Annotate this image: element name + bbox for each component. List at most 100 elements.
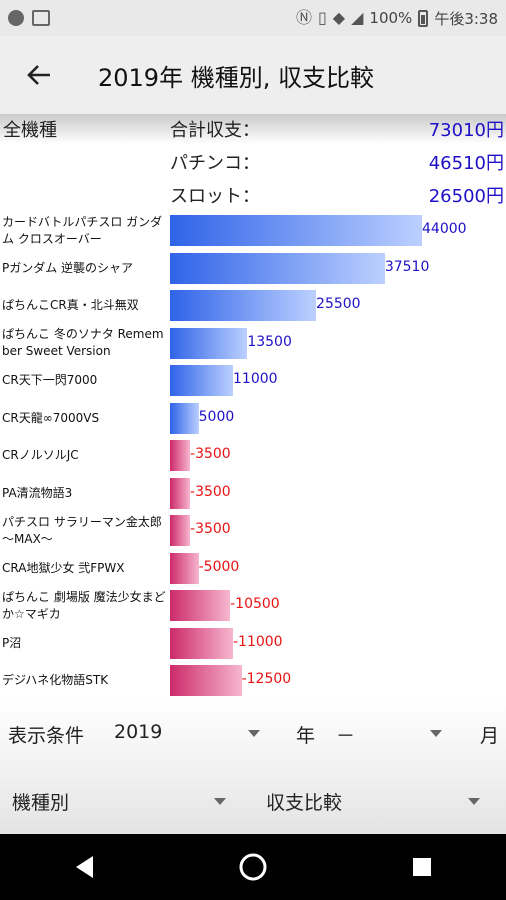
summary-label: 合計収支： [170, 120, 260, 141]
machine-balance-chart[interactable]: カードバトルパチスロ ガンダム クロスオーバー 44000 Pガンダム 逆襲のシャア… [0, 212, 506, 700]
chevron-down-icon [468, 798, 480, 805]
chart-row[interactable]: CRノルソルJC -3500 [0, 437, 506, 474]
category-label: パチスロ サラリーマン金太郎 ～MAX～ [2, 514, 162, 546]
chart-row[interactable]: ぱちんこ 冬のソナタ Remember Sweet Version 13500 [0, 325, 506, 362]
chart-row[interactable]: CR天下一閃7000 11000 [0, 362, 506, 399]
chart-row[interactable]: パチスロ サラリーマン金太郎 ～MAX～ -3500 [0, 512, 506, 549]
arrow-left-icon [27, 65, 50, 85]
filter-row-period: 表示条件 2019 年 － 月 [0, 700, 506, 766]
chart-value-label: 25500 [316, 296, 361, 312]
month-value: － [336, 725, 356, 747]
chart-row[interactable]: カードバトルパチスロ ガンダム クロスオーバー 44000 [0, 212, 506, 249]
chart-value-label: -3500 [190, 483, 231, 500]
notification-circle-icon [8, 10, 24, 26]
chart-value-label: -10500 [230, 596, 280, 612]
filter-panel: 表示条件 2019 年 － 月 機種別 収支比較 [0, 700, 506, 834]
nav-recents-button[interactable] [392, 837, 452, 897]
chart-row[interactable]: CR天龍∞7000VS 5000 [0, 400, 506, 437]
chart-row[interactable]: ぱちんこ 劇場版 魔法少女まどか☆マギカ -10500 [0, 587, 506, 624]
category-label: ぱちんこ 冬のソナタ Remember Sweet Version [2, 327, 164, 358]
group-select[interactable]: 機種別 [0, 774, 240, 824]
chart-value-label: -3500 [190, 521, 231, 537]
condition-label: 表示条件 [8, 725, 85, 747]
chart-value-label: -11000 [233, 633, 283, 650]
status-bar: Ⓝ ▯ ◆ ◢ 100% 午後3:38 [0, 0, 506, 36]
year-value: 2019 [114, 721, 163, 743]
summary-label: パチンコ： [170, 153, 260, 174]
battery-icon [418, 9, 429, 27]
triangle-back-icon [76, 856, 94, 878]
filter-row-mode: 機種別 収支比較 [0, 766, 506, 832]
year-unit: 年 [296, 725, 316, 747]
summary-value: 73010円 [428, 120, 504, 141]
category-label: CRA地獄少女 弐FPWX [2, 560, 125, 575]
summary-value: 26500円 [428, 186, 504, 207]
chart-bar [170, 440, 191, 471]
activity-monitor-icon [32, 10, 50, 26]
signal-icon: ◢ [351, 8, 364, 27]
chart-bar [170, 215, 422, 246]
chart-bar [170, 515, 191, 546]
category-label: PA清流物語3 [2, 485, 73, 500]
chart-value-label: 37510 [384, 258, 430, 275]
mode-select[interactable]: 収支比較 [256, 774, 496, 824]
battery-percent: 100% [369, 9, 413, 27]
square-recents-icon [412, 858, 431, 876]
chevron-down-icon [248, 730, 260, 737]
chart-bar [170, 327, 248, 359]
month-select[interactable]: － [330, 710, 450, 756]
category-label: ぱちんこ 劇場版 魔法少女まどか☆マギカ [2, 589, 166, 621]
chart-bar [170, 552, 199, 584]
chart-bar [170, 665, 242, 696]
summary-row-total: 全機種 合計収支： 73010円 [0, 116, 506, 146]
summary-row-pachinko: パチンコ： 46510円 [0, 149, 506, 179]
chart-row[interactable]: Pガンダム 逆襲のシャア 37510 [0, 250, 506, 287]
chevron-down-icon [430, 730, 442, 737]
chart-row[interactable]: ぱちんこCR真・北斗無双 25500 [0, 287, 506, 324]
chart-value-label: 5000 [198, 408, 235, 425]
chart-bar [170, 402, 199, 434]
chart-bar [170, 365, 233, 396]
category-label: デジハネ化物語STK [2, 673, 109, 687]
category-label: CR天龍∞7000VS [2, 410, 100, 425]
chevron-down-icon [214, 798, 226, 805]
clock: 午後3:38 [434, 9, 498, 28]
summary-label: スロット： [170, 186, 260, 207]
category-label: Pガンダム 逆襲のシャア [2, 260, 134, 275]
back-button[interactable] [0, 36, 78, 114]
chart-bar [170, 477, 191, 509]
nfc-icon: Ⓝ [295, 8, 312, 27]
chart-value-label: -5000 [198, 558, 240, 575]
system-nav-bar [0, 834, 506, 900]
month-unit: 月 [480, 725, 500, 747]
summary-row-slot: スロット： 26500円 [0, 182, 506, 212]
scope-label: 全機種 [3, 120, 57, 141]
chart-row[interactable]: P沼 -11000 [0, 625, 506, 662]
chart-row[interactable]: PA清流物語3 -3500 [0, 475, 506, 512]
category-label: P沼 [2, 635, 22, 650]
chart-bar [170, 252, 385, 284]
year-select[interactable]: 2019 [108, 710, 268, 756]
chart-value-label: -12500 [241, 671, 292, 687]
category-label: ぱちんこCR真・北斗無双 [2, 298, 139, 312]
category-label: CR天下一閃7000 [2, 373, 98, 387]
group-value: 機種別 [12, 792, 70, 814]
page-title: 2019年 機種別, 収支比較 [98, 63, 374, 92]
chart-row[interactable]: デジハネ化物語STK -12500 [0, 662, 506, 699]
summary-value: 46510円 [428, 153, 504, 174]
nav-home-button[interactable] [223, 837, 283, 897]
nav-back-button[interactable] [54, 837, 114, 897]
chart-value-label: 11000 [233, 371, 278, 387]
chart-value-label: 44000 [422, 221, 467, 237]
category-label: CRノルソルJC [2, 448, 79, 462]
summary-panel: 全機種 合計収支： 73010円 パチンコ： 46510円 スロット： 2650… [0, 114, 506, 214]
category-label: カードバトルパチスロ ガンダム クロスオーバー [2, 214, 163, 246]
mode-value: 収支比較 [266, 792, 343, 814]
chart-bar [170, 290, 317, 321]
vibrate-icon: ▯ [317, 8, 327, 27]
chart-value-label: 13500 [247, 333, 292, 350]
chart-bar [170, 590, 231, 621]
chart-row[interactable]: CRA地獄少女 弐FPWX -5000 [0, 550, 506, 587]
chart-value-label: -3500 [190, 446, 231, 462]
wifi-icon: ◆ [332, 8, 346, 27]
